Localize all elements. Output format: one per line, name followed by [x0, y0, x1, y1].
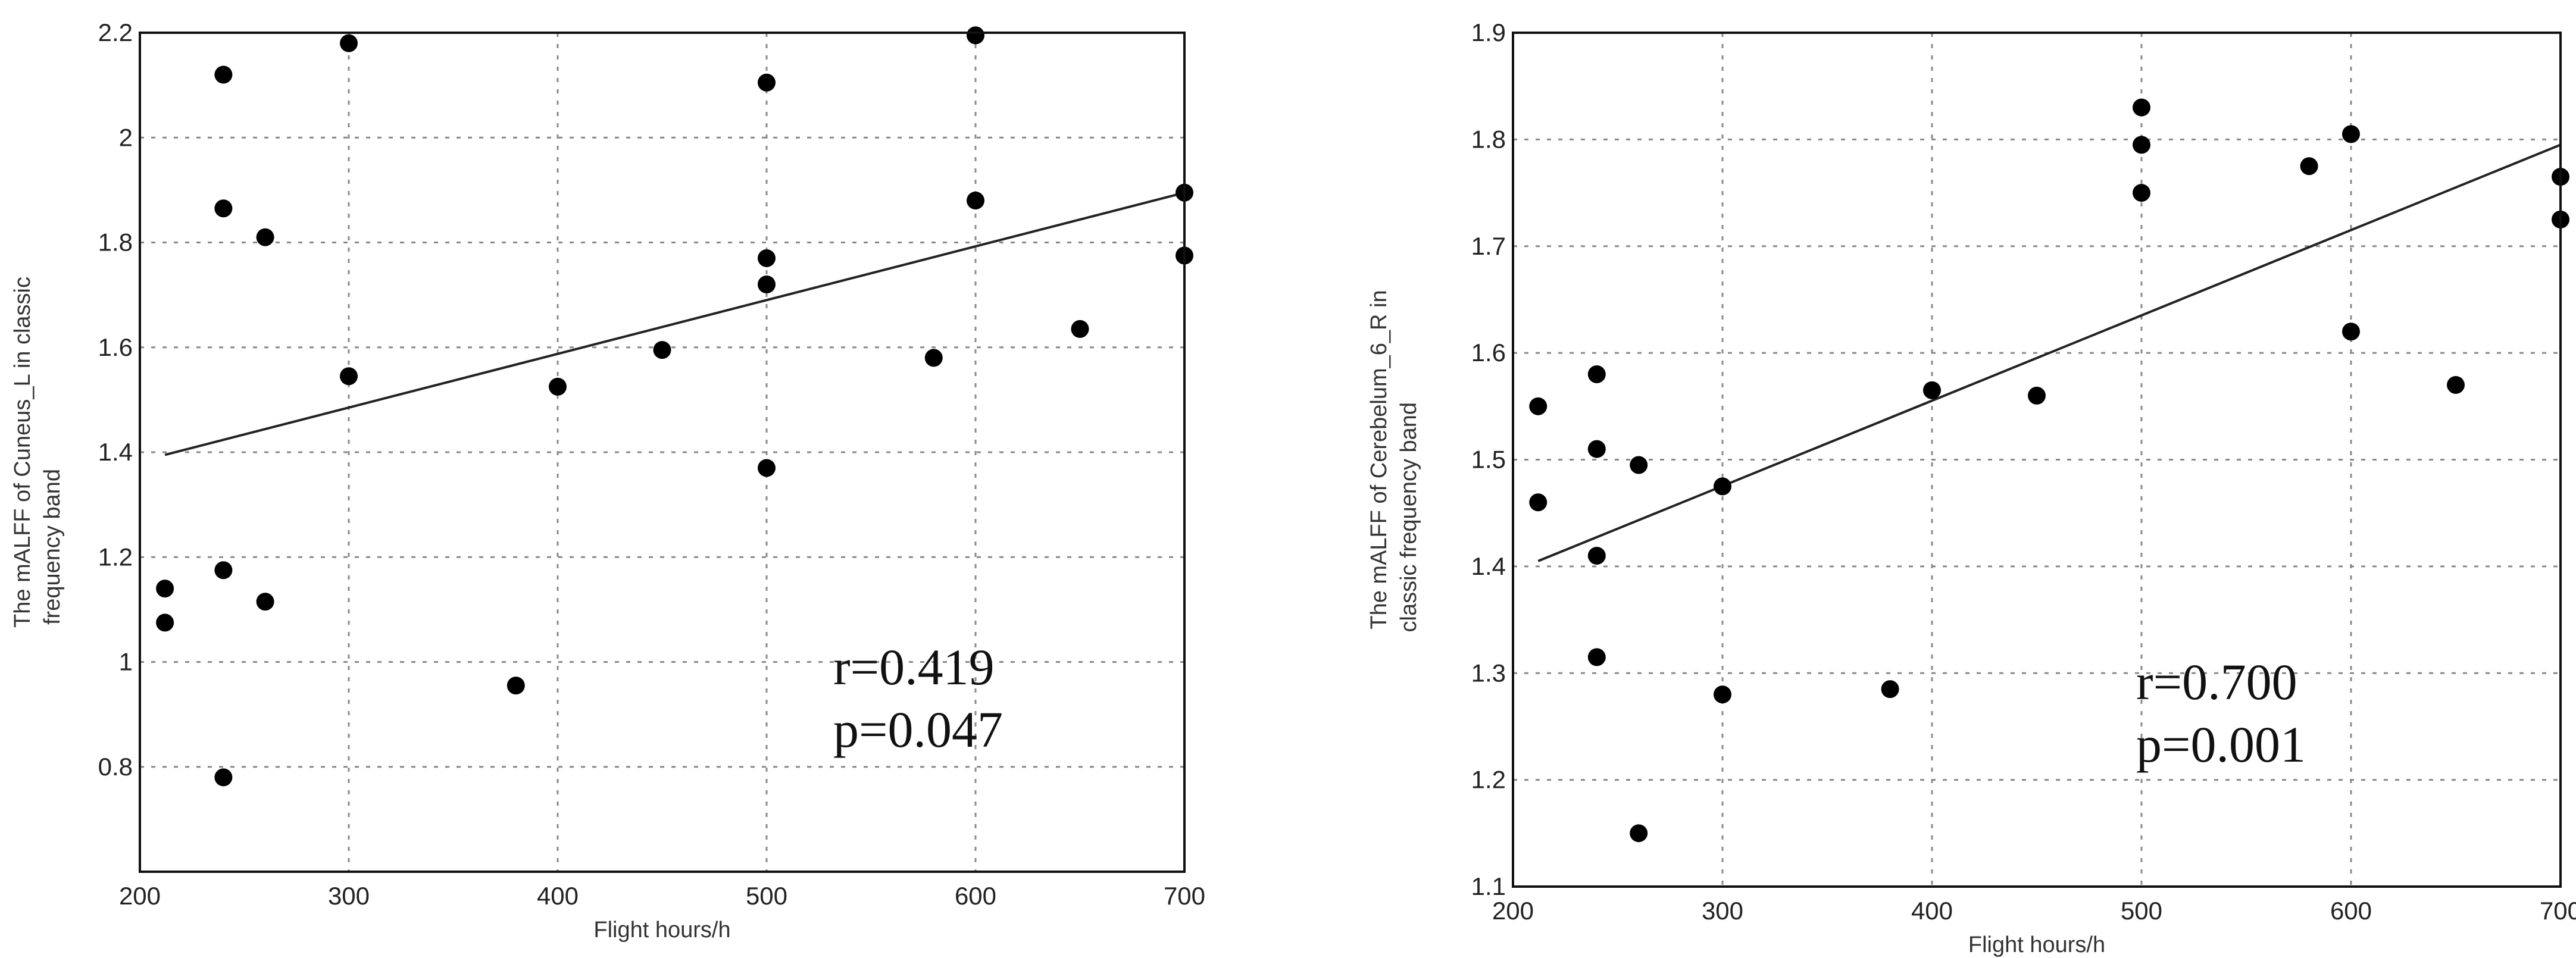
data-point: [1529, 493, 1548, 512]
data-point: [653, 341, 671, 359]
data-point: [1630, 824, 1648, 843]
data-point: [1714, 477, 1731, 496]
data-point: [2342, 323, 2360, 341]
y-tick-layer: 0.8 1 1.2 1.4 1.6 1.8 2 2.2: [98, 18, 133, 781]
fit-layer: [1537, 143, 2561, 562]
data-point: [507, 677, 525, 695]
grid-layer: [1513, 33, 2561, 887]
data-point: [214, 65, 233, 84]
y-tick-layer: 1.1 1.2 1.3 1.4 1.5 1.6 1.7 1.8 1.9: [1471, 18, 1506, 900]
y-tick-label: 1.4: [1471, 552, 1506, 580]
x-axis-label: Flight hours/h: [593, 918, 730, 943]
point-layer: [1529, 98, 2569, 843]
plot-frame: [1512, 32, 2562, 888]
stat-r: r=0.700: [2136, 653, 2297, 710]
data-point: [1714, 685, 1731, 704]
data-point: [214, 199, 233, 218]
data-point: [1587, 546, 1606, 565]
data-point: [967, 26, 984, 45]
y-tick-label: 1.2: [1471, 766, 1506, 794]
x-tick-label: 700: [2540, 897, 2576, 925]
data-point: [340, 367, 358, 386]
x-tick-label: 500: [746, 882, 787, 910]
data-point: [2133, 136, 2150, 154]
data-point: [2133, 98, 2150, 117]
y-axis-label-line-1: The mALFF of Cerebelum_6_R in: [1367, 290, 1392, 629]
y-axis-label-line-2: classic frequency band: [1396, 402, 1421, 633]
x-tick-label: 500: [2121, 897, 2162, 925]
data-point: [1881, 680, 1899, 699]
stat-r: r=0.419: [833, 638, 995, 696]
data-point: [1587, 440, 1606, 458]
x-tick-label: 700: [1164, 882, 1205, 910]
grid-layer: [140, 33, 1184, 872]
data-point: [1529, 397, 1548, 415]
y-tick-label: 1.5: [1471, 446, 1506, 474]
data-point: [1587, 365, 1606, 383]
y-axis-label-line-1: The mALFF of Cuneus_L in classic: [10, 277, 35, 628]
x-tick-label: 200: [119, 882, 161, 910]
data-point: [2447, 375, 2465, 394]
y-tick-label: 1.7: [1471, 232, 1506, 260]
y-tick-label: 2: [119, 123, 133, 151]
y-tick-label: 0.8: [98, 753, 133, 781]
y-tick-label: 1: [119, 648, 133, 676]
y-tick-label: 1.4: [98, 438, 133, 466]
x-tick-label: 400: [537, 882, 579, 910]
y-tick-label: 1.6: [98, 333, 133, 361]
x-tick-label: 600: [955, 882, 996, 910]
x-tick-label: 600: [2330, 897, 2372, 925]
y-tick-label: 1.8: [1471, 125, 1506, 153]
y-tick-label: 1.1: [1471, 872, 1506, 900]
y-tick-label: 1.8: [98, 228, 133, 256]
data-point: [924, 349, 943, 367]
data-point: [156, 613, 174, 632]
x-tick-label: 300: [1702, 897, 1743, 925]
data-point: [758, 275, 776, 293]
data-point: [214, 768, 233, 787]
y-tick-label: 1.6: [1471, 339, 1506, 367]
data-point: [1587, 648, 1606, 666]
data-point: [758, 73, 776, 92]
data-point: [758, 249, 776, 267]
data-point: [156, 580, 174, 598]
stat-p: p=0.047: [833, 701, 1003, 758]
scatter-chart-cuneus: 200 300 400 500 600 700 0.811.21.41.61.822.2 …: [10, 18, 1205, 943]
data-point: [2133, 184, 2150, 202]
data-point: [2028, 386, 2046, 405]
y-axis-label-line-2: frequency band: [40, 469, 65, 625]
data-point: [256, 593, 274, 611]
data-point: [967, 192, 984, 209]
x-tick-layer: 200 300 400 500 600 700: [119, 882, 1205, 910]
chart-panel-cerebelum: 200 300 400 500 600 700 1.1 1.2 1.3 1.4 1.5 1.6 1.7…: [1288, 0, 2576, 958]
x-axis-label: Flight hours/h: [1968, 932, 2105, 957]
data-point: [214, 561, 233, 580]
scatter-chart-cerebelum: 200 300 400 500 600 700 1.1 1.2 1.3 1.4 1.5 1.6 1.7…: [1367, 18, 2576, 957]
x-tick-label: 300: [328, 882, 370, 910]
data-point: [1923, 381, 1941, 399]
stat-p: p=0.001: [2136, 716, 2306, 773]
fit-layer: [164, 191, 1185, 456]
data-point: [2300, 157, 2318, 176]
data-point: [758, 459, 776, 477]
y-tick-label: 1.9: [1471, 18, 1506, 46]
data-point: [1630, 456, 1648, 474]
data-point: [2342, 125, 2360, 143]
y-tick-label: 2.2: [98, 18, 133, 46]
data-point: [549, 377, 567, 396]
plot-frame: [139, 32, 1186, 873]
chart-panel-cuneus: 200 300 400 500 600 700 0.8 1 1.2 1.4 1.6 1.8 2 2.2 …: [10, 18, 1205, 943]
data-point: [340, 34, 358, 52]
data-point: [256, 228, 274, 246]
point-layer: [156, 26, 1193, 787]
x-tick-label: 400: [1911, 897, 1953, 925]
data-point: [1071, 320, 1089, 338]
x-tick-layer: 200 300 400 500 600 700: [1492, 897, 2576, 925]
y-tick-label: 1.3: [1471, 659, 1506, 687]
regression-line: [1537, 143, 2561, 562]
x-tick-label: 200: [1492, 897, 1534, 925]
y-tick-label: 1.2: [98, 543, 133, 571]
regression-line: [164, 191, 1185, 456]
